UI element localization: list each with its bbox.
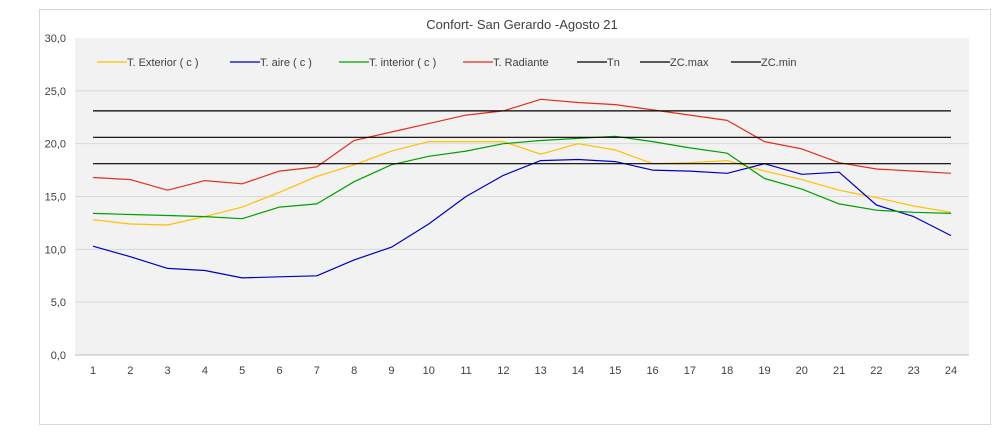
x-tick-label: 2 [127, 365, 133, 377]
x-tick-label: 21 [833, 365, 845, 377]
x-tick-label: 12 [497, 365, 509, 377]
legend-label: ZC.min [761, 57, 796, 69]
x-tick-label: 15 [609, 365, 621, 377]
series-line-2 [92, 158, 952, 279]
legend-label: T. interior ( c ) [369, 57, 436, 69]
chart-title: Confort- San Gerardo -Agosto 21 [426, 17, 618, 32]
y-tick-label: 10,0 [45, 244, 66, 256]
series-line-4 [92, 98, 952, 191]
x-tick-label: 13 [535, 365, 547, 377]
x-tick-label: 5 [239, 365, 245, 377]
x-tick-label: 14 [572, 365, 584, 377]
x-tick-label: 20 [796, 365, 808, 377]
x-tick-label: 6 [276, 365, 282, 377]
x-tick-label: 10 [423, 365, 435, 377]
legend-label: T. Radiante [493, 57, 549, 69]
y-tick-label: 30,0 [45, 33, 66, 45]
x-tick-label: 7 [314, 365, 320, 377]
x-tick-label: 3 [165, 365, 171, 377]
legend-label: T. Exterior ( c ) [127, 57, 199, 69]
y-tick-label: 25,0 [45, 86, 66, 98]
y-tick-label: 5,0 [51, 297, 66, 309]
x-tick-label: 16 [646, 365, 658, 377]
x-tick-label: 23 [908, 365, 920, 377]
legend-label: T. aire ( c ) [260, 57, 312, 69]
series-line-3 [92, 135, 952, 220]
x-tick-label: 17 [684, 365, 696, 377]
legend-label: Tn [607, 57, 620, 69]
x-tick-label: 1 [90, 365, 96, 377]
y-tick-label: 20,0 [45, 139, 66, 151]
legend-label: ZC.max [670, 57, 709, 69]
x-tick-label: 24 [945, 365, 957, 377]
x-tick-label: 8 [351, 365, 357, 377]
x-tick-label: 11 [460, 365, 471, 377]
y-tick-label: 0,0 [51, 350, 66, 362]
x-tick-label: 19 [758, 365, 770, 377]
axes: 0,05,010,015,020,025,030,01 2 3 4 5 6 7 8 9 10 11 1… [45, 33, 969, 377]
x-tick-label: 22 [870, 365, 882, 377]
series-line-1 [92, 141, 952, 226]
x-tick-label: 4 [202, 365, 208, 377]
x-tick-label: 9 [388, 365, 394, 377]
y-tick-label: 15,0 [45, 192, 66, 204]
legend: T. Exterior ( c ) T. aire ( c ) T. interio… [97, 57, 796, 69]
series-lines [92, 98, 952, 279]
x-tick-label: 18 [721, 365, 733, 377]
